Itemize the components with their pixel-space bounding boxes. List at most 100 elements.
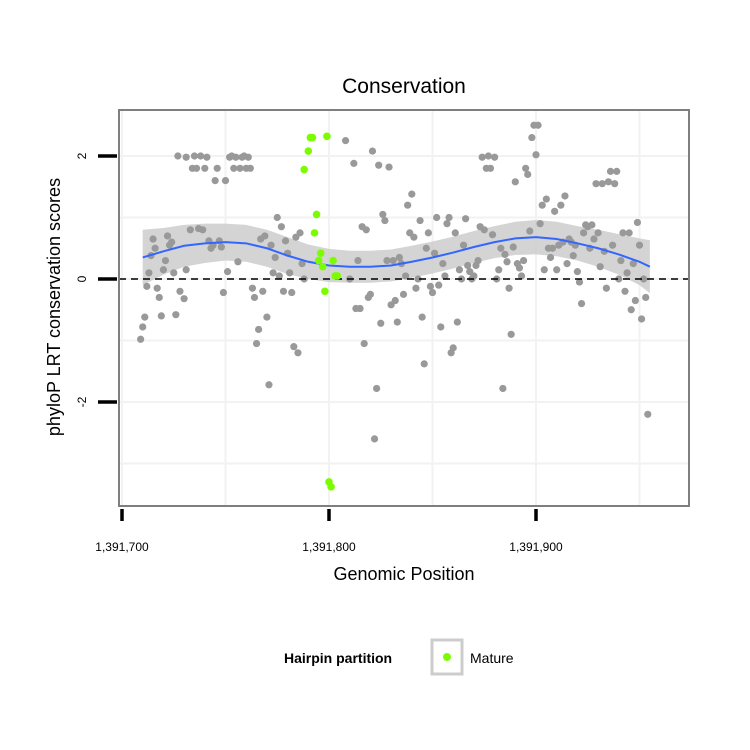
data-point (286, 269, 294, 277)
x-tick-label: 1,391,800 (302, 540, 356, 554)
data-point (575, 278, 584, 286)
data-point (596, 263, 604, 271)
data-point (470, 272, 478, 280)
data-point (519, 256, 528, 265)
data-point (462, 215, 470, 223)
data-point (606, 167, 615, 175)
data-point (252, 339, 261, 348)
data-point (408, 190, 416, 198)
data-point (534, 121, 542, 129)
legend-mature-marker (443, 653, 451, 661)
data-point (573, 268, 582, 276)
data-point (141, 313, 149, 321)
data-point (499, 384, 507, 393)
data-point (203, 153, 211, 161)
data-point (182, 153, 190, 161)
mature-point (333, 272, 342, 280)
data-point (524, 170, 532, 179)
data-point (236, 164, 244, 172)
data-point (379, 210, 387, 219)
data-point (288, 288, 296, 297)
data-point (267, 241, 275, 249)
data-point (176, 287, 184, 295)
data-point (538, 201, 546, 209)
data-point (439, 260, 447, 268)
plot-panel (118, 109, 690, 507)
mature-point (321, 287, 329, 296)
data-point (199, 226, 207, 234)
data-point (486, 164, 495, 172)
data-point (428, 288, 437, 297)
data-point (501, 250, 509, 258)
legend: Hairpin partition Mature (284, 638, 514, 676)
data-point (633, 218, 642, 227)
data-point (373, 384, 381, 393)
x-tick-label: 1,391,700 (95, 540, 149, 554)
data-point (619, 229, 627, 237)
data-point (174, 152, 182, 160)
data-point (509, 243, 517, 251)
data-point (517, 272, 526, 280)
data-point (592, 180, 600, 188)
data-point (163, 232, 172, 240)
data-point (219, 288, 228, 297)
data-point (294, 349, 302, 357)
data-point (385, 163, 393, 171)
data-point (255, 325, 263, 334)
data-point (341, 137, 350, 145)
data-point (515, 264, 524, 272)
mature-point (329, 256, 337, 265)
data-point (635, 241, 644, 249)
data-point (263, 313, 271, 321)
data-point (644, 410, 652, 418)
data-point (391, 296, 399, 305)
data-point (271, 253, 279, 262)
panel-border (118, 109, 690, 507)
data-point (495, 266, 503, 274)
data-point (627, 306, 635, 314)
data-point (637, 315, 646, 323)
data-point (248, 284, 257, 292)
data-point (259, 287, 267, 295)
data-point (561, 192, 569, 200)
data-point (157, 312, 165, 320)
data-point (168, 238, 176, 246)
data-point (615, 275, 623, 283)
data-point (217, 243, 225, 251)
data-point (553, 266, 561, 274)
data-point (383, 256, 391, 265)
data-point (155, 293, 163, 302)
data-point (528, 133, 536, 142)
mature-point (304, 147, 313, 155)
mature-point (310, 229, 319, 237)
data-point (451, 229, 459, 237)
data-point (151, 244, 159, 252)
data-point (279, 287, 288, 295)
data-point (507, 330, 515, 338)
data-point (281, 237, 290, 245)
data-point (412, 284, 420, 292)
data-point (426, 282, 435, 290)
data-point (201, 164, 209, 172)
data-point (546, 253, 555, 262)
data-point (139, 323, 147, 331)
data-point (250, 293, 259, 302)
data-point (418, 313, 426, 321)
data-point (505, 284, 513, 292)
data-point (598, 180, 606, 188)
data-point (437, 323, 445, 331)
data-point (625, 229, 633, 237)
data-point (420, 360, 428, 368)
data-point (542, 195, 550, 203)
data-point (557, 201, 565, 209)
data-point (551, 207, 559, 215)
data-point (197, 152, 205, 160)
data-point (464, 261, 472, 270)
data-point (186, 226, 194, 234)
mature-point (323, 132, 331, 141)
chart-title: Conservation (342, 75, 466, 98)
data-point (375, 161, 383, 169)
data-point (395, 253, 403, 262)
panel-background (119, 110, 689, 506)
